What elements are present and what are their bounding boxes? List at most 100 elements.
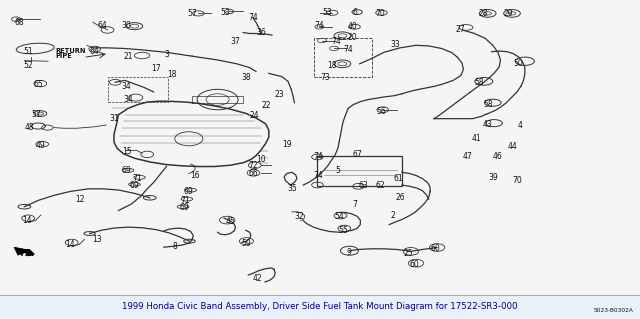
Text: 68: 68 — [14, 18, 24, 27]
Text: 62: 62 — [375, 181, 385, 189]
Text: 57: 57 — [187, 9, 197, 18]
Text: 39: 39 — [488, 173, 498, 182]
Text: 31: 31 — [109, 114, 119, 122]
Text: 3: 3 — [164, 50, 169, 59]
Text: 47: 47 — [462, 152, 472, 161]
Text: 35: 35 — [287, 184, 298, 193]
Text: 33: 33 — [390, 40, 401, 49]
Text: 9: 9 — [346, 248, 351, 256]
Polygon shape — [14, 247, 31, 255]
Text: 1999 Honda Civic Band Assembly, Driver Side Fuel Tank Mount Diagram for 17522-SR: 1999 Honda Civic Band Assembly, Driver S… — [122, 302, 518, 311]
Text: 74: 74 — [343, 45, 353, 54]
Text: 42: 42 — [252, 274, 262, 283]
Text: 70: 70 — [375, 9, 385, 18]
Text: 73: 73 — [320, 73, 330, 82]
Text: 72: 72 — [248, 161, 259, 170]
Text: 20: 20 — [348, 33, 358, 42]
Text: 70: 70 — [512, 176, 522, 185]
Text: 51: 51 — [23, 47, 33, 56]
Text: 67: 67 — [352, 150, 362, 159]
Text: 43: 43 — [483, 120, 493, 129]
Text: 12: 12 — [76, 195, 84, 204]
Text: 69: 69 — [122, 166, 132, 175]
Text: 17: 17 — [151, 64, 161, 73]
Text: 52: 52 — [23, 61, 33, 70]
Text: 26: 26 — [396, 193, 406, 202]
Text: 55: 55 — [339, 226, 349, 235]
Text: 19: 19 — [282, 140, 292, 149]
Text: 21: 21 — [124, 52, 132, 61]
Text: 59: 59 — [241, 239, 252, 248]
Text: 69: 69 — [129, 181, 140, 190]
Text: 58: 58 — [483, 100, 493, 109]
Text: 41: 41 — [472, 134, 482, 143]
Text: 5023-B0302A: 5023-B0302A — [594, 308, 634, 313]
Text: 27: 27 — [456, 25, 466, 34]
Text: 40: 40 — [348, 22, 358, 31]
Text: 61: 61 — [393, 174, 403, 183]
Text: 74: 74 — [313, 171, 323, 180]
Text: 18: 18 — [327, 61, 336, 70]
Text: 64: 64 — [97, 21, 108, 30]
Text: 69: 69 — [179, 204, 189, 212]
Text: 65: 65 — [33, 80, 44, 89]
Text: 8: 8 — [173, 242, 178, 251]
Text: 74: 74 — [332, 37, 342, 46]
Text: 14: 14 — [65, 241, 76, 249]
Text: 22: 22 — [262, 101, 271, 110]
Text: 18: 18 — [167, 70, 176, 79]
Text: 45: 45 — [225, 217, 236, 226]
Text: 5: 5 — [335, 167, 340, 175]
Text: FR.: FR. — [20, 249, 35, 258]
Text: 30: 30 — [122, 21, 132, 30]
Text: 74: 74 — [314, 21, 324, 30]
Text: 54: 54 — [334, 212, 344, 221]
Text: 16: 16 — [190, 171, 200, 180]
Text: 36: 36 — [256, 28, 266, 37]
Text: 23: 23 — [275, 90, 285, 99]
Text: 44: 44 — [507, 142, 517, 151]
Bar — [317, 156, 402, 186]
Text: 74: 74 — [313, 152, 323, 161]
Text: 64: 64 — [90, 47, 100, 56]
Text: 60: 60 — [409, 260, 419, 269]
Text: PIPE: PIPE — [55, 53, 72, 58]
Text: 29: 29 — [504, 9, 514, 18]
Text: 13: 13 — [92, 235, 102, 244]
Text: 4: 4 — [517, 121, 522, 130]
Text: 15: 15 — [122, 147, 132, 156]
Text: 6: 6 — [353, 8, 358, 17]
Text: 24: 24 — [250, 111, 260, 120]
Text: 32: 32 — [294, 212, 304, 221]
Text: 34: 34 — [123, 95, 133, 104]
Text: 2: 2 — [390, 211, 396, 219]
Text: 56: 56 — [376, 107, 386, 116]
Text: 53: 53 — [323, 8, 333, 17]
Text: 37: 37 — [230, 37, 241, 46]
Text: 7: 7 — [352, 200, 357, 209]
Text: 66: 66 — [248, 169, 259, 178]
Text: 48: 48 — [24, 123, 35, 132]
Text: 74: 74 — [248, 13, 258, 22]
Bar — [108, 77, 168, 102]
Text: 58: 58 — [474, 78, 484, 87]
Text: 50: 50 — [513, 59, 524, 68]
Text: 71: 71 — [180, 196, 191, 205]
Text: 71: 71 — [132, 174, 142, 183]
Text: 10: 10 — [256, 155, 266, 164]
Text: 60: 60 — [430, 244, 440, 253]
Text: 25: 25 — [403, 249, 413, 258]
Text: 28: 28 — [479, 9, 488, 18]
Text: 46: 46 — [493, 152, 503, 161]
Text: 38: 38 — [241, 73, 251, 82]
Text: 14: 14 — [22, 216, 32, 225]
Text: 34: 34 — [122, 82, 132, 91]
Text: 49: 49 — [36, 141, 46, 150]
Text: RETURN: RETURN — [55, 48, 86, 54]
Text: 53: 53 — [220, 8, 230, 17]
Text: 57: 57 — [31, 110, 41, 119]
Bar — [314, 38, 372, 77]
Text: 63: 63 — [358, 181, 368, 190]
Text: 69: 69 — [184, 187, 194, 196]
Bar — [0, 295, 640, 319]
